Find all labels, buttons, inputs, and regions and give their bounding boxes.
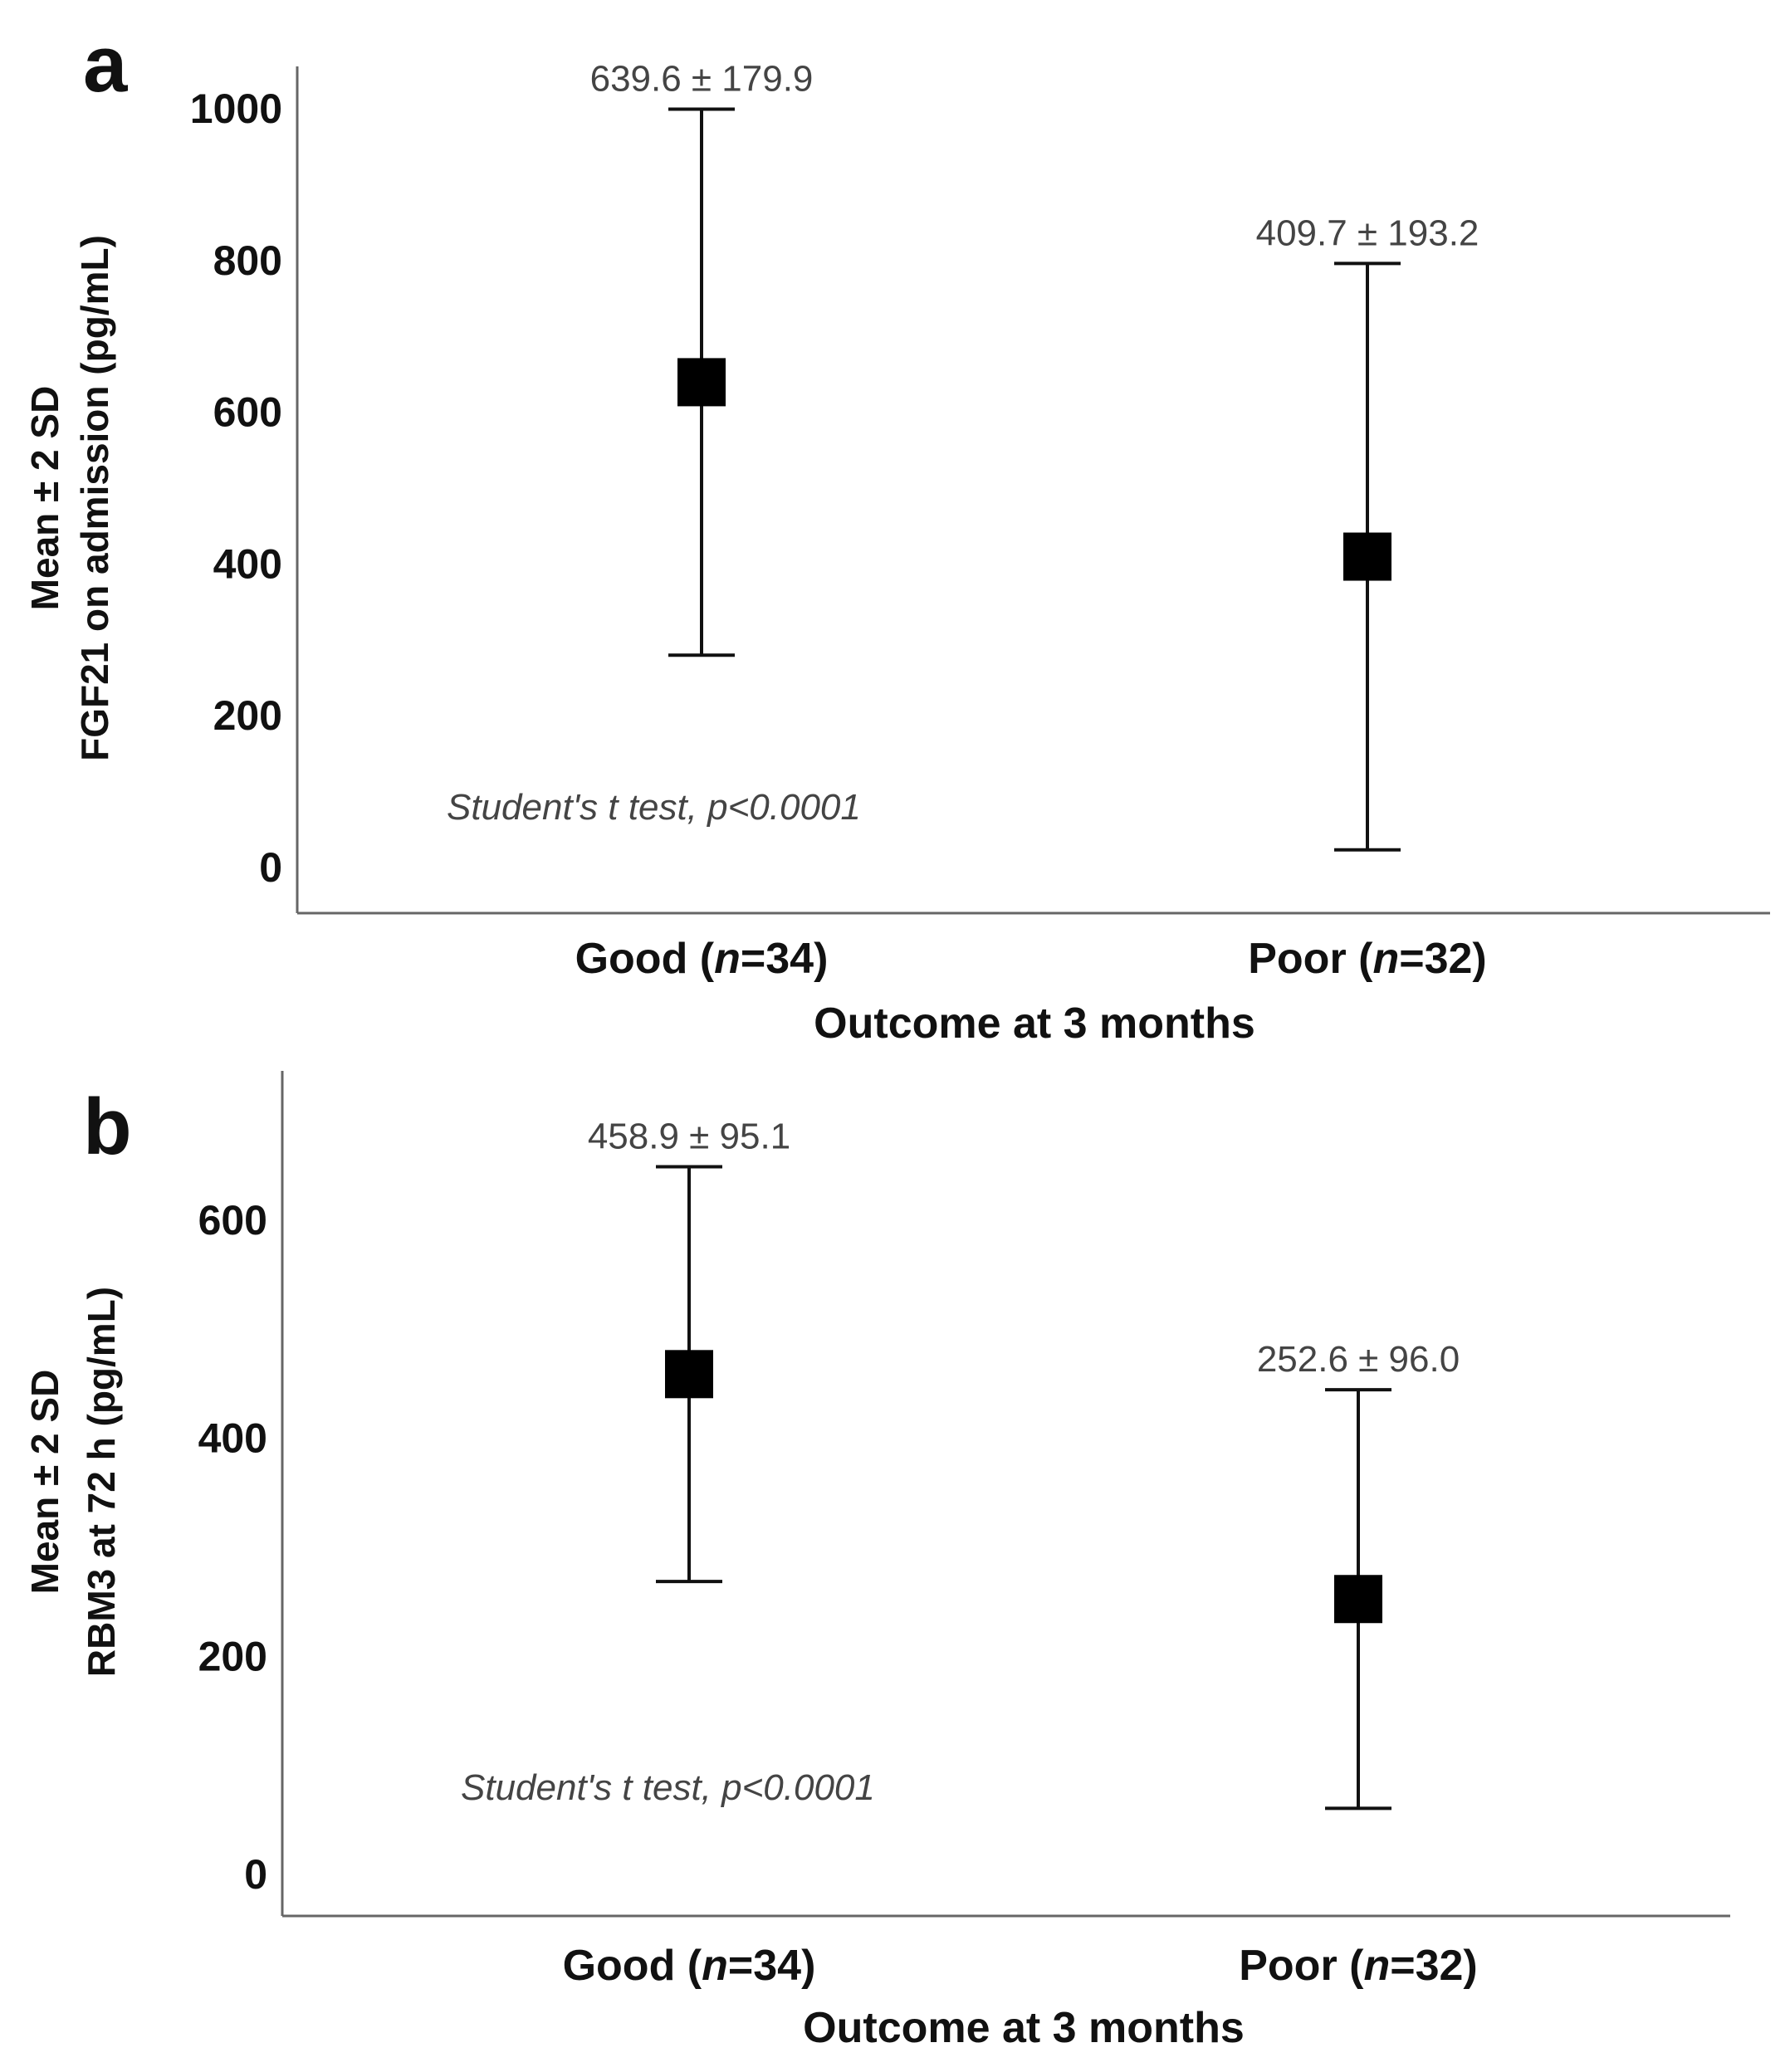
category-label-poor: Poor (n=32) [1248,935,1487,983]
y-axis-label-line2: FGF21 on admission (pg/mL) [73,235,116,761]
y-tick-label: 600 [213,389,282,436]
category-label-poor: Poor (n=32) [1239,1942,1478,1990]
x-axis-label: Outcome at 3 months [814,999,1255,1048]
y-tick-label: 0 [244,1851,267,1898]
stat-test-annotation: Student's t test, p<0.0001 [447,787,861,828]
stat-test-annotation: Student's t test, p<0.0001 [461,1767,875,1808]
x-axis-label: Outcome at 3 months [803,2004,1245,2052]
y-tick-label: 400 [213,540,282,587]
mean-sd-label: 409.7 ± 193.2 [1256,213,1479,253]
mean-marker-good [677,358,726,407]
y-tick-label: 0 [259,844,282,891]
y-tick-label: 200 [198,1633,267,1679]
y-tick-label: 400 [198,1415,267,1462]
mean-sd-label: 639.6 ± 179.9 [590,59,814,100]
mean-marker-good [665,1350,713,1399]
mean-sd-label: 252.6 ± 96.0 [1257,1339,1460,1380]
category-label-good: Good (n=34) [575,935,829,983]
mean-sd-label: 458.9 ± 95.1 [588,1117,790,1157]
y-tick-label: 600 [198,1197,267,1244]
y-axis-label-line1: Mean ± 2 SD [23,1370,66,1595]
panel-b-letter: b [83,1082,132,1171]
panel-a-letter: a [83,20,128,109]
y-tick-label: 800 [213,237,282,284]
y-tick-label: 200 [213,692,282,739]
y-axis-label-line1: Mean ± 2 SD [23,386,66,611]
mean-marker-poor [1334,1575,1382,1624]
y-tick-label: 1000 [190,86,282,132]
mean-marker-poor [1343,532,1391,581]
category-label-good: Good (n=34) [563,1942,816,1990]
y-axis-label-line2: RBM3 at 72 h (pg/mL) [80,1287,123,1677]
